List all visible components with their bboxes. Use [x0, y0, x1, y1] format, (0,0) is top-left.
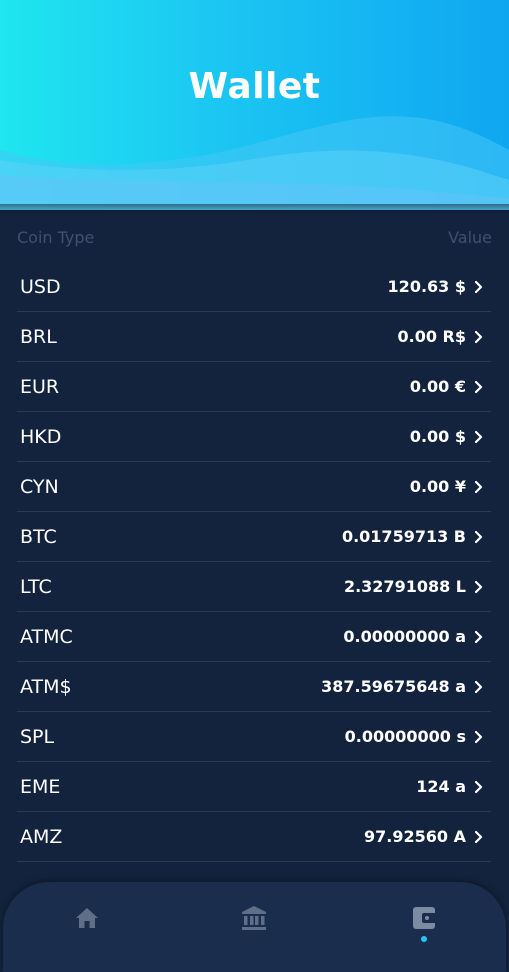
coin-value: 124 a	[416, 777, 466, 796]
coin-row-atmc[interactable]: ATMC 0.00000000 a	[17, 612, 491, 662]
column-header-coin-type: Coin Type	[17, 228, 95, 247]
coin-value: 2.32791088 L	[343, 577, 466, 596]
coin-code: ATM$	[20, 675, 72, 698]
chevron-right-icon	[474, 580, 483, 593]
coin-row-btc[interactable]: BTC 0.01759713 B	[17, 512, 491, 562]
coin-code: BTC	[20, 525, 57, 548]
page-title: Wallet	[188, 66, 321, 107]
coin-value: 0.00 R$	[397, 327, 467, 346]
coin-row-cyn[interactable]: CYN 0.00 ¥	[17, 462, 491, 512]
chevron-right-icon	[474, 480, 483, 493]
chevron-right-icon	[474, 380, 483, 393]
column-header-value: Value	[448, 228, 492, 247]
coin-value: 97.92560 A	[364, 827, 466, 846]
chevron-right-icon	[474, 780, 483, 793]
coin-value: 0.00 ¥	[409, 477, 466, 496]
coin-code: AMZ	[20, 825, 63, 848]
coin-code: CYN	[20, 475, 59, 498]
coin-row-atm-dollar[interactable]: ATM$ 387.59675648 a	[17, 662, 491, 712]
coin-value: 0.00000000 s	[344, 727, 466, 746]
chevron-right-icon	[474, 830, 483, 843]
coin-code: ATMC	[20, 625, 73, 648]
coin-row-hkd[interactable]: HKD 0.00 $	[17, 412, 491, 462]
coin-row-usd[interactable]: USD 120.63 $	[17, 262, 491, 312]
chevron-right-icon	[474, 430, 483, 443]
coin-code: EUR	[20, 375, 60, 398]
column-headers: Coin Type Value	[17, 228, 492, 252]
coin-code: LTC	[20, 575, 52, 598]
chevron-right-icon	[474, 330, 483, 343]
coin-value: 0.00000000 a	[343, 627, 466, 646]
coin-value: 387.59675648 a	[321, 677, 466, 696]
coin-row-eme[interactable]: EME 124 a	[17, 762, 491, 812]
chevron-right-icon	[474, 680, 483, 693]
bottom-navigation-bar	[3, 882, 506, 972]
coin-code: SPL	[20, 725, 55, 748]
home-icon	[76, 908, 98, 928]
chevron-right-icon	[474, 630, 483, 643]
header-wave-decoration	[0, 116, 509, 210]
chevron-right-icon	[474, 730, 483, 743]
wallet-header: Wallet	[0, 0, 509, 210]
bank-icon	[242, 906, 266, 930]
coin-list: USD 120.63 $ BRL 0.00 R$ EUR 0.00 € HKD …	[17, 262, 491, 862]
coin-row-brl[interactable]: BRL 0.00 R$	[17, 312, 491, 362]
coin-value: 0.00 €	[409, 377, 466, 396]
coin-code: USD	[20, 275, 61, 298]
chevron-right-icon	[474, 280, 483, 293]
coin-row-amz[interactable]: AMZ 97.92560 A	[17, 812, 491, 862]
coin-row-eur[interactable]: EUR 0.00 €	[17, 362, 491, 412]
wallet-icon	[413, 907, 436, 929]
coin-code: HKD	[20, 425, 62, 448]
coin-code: EME	[20, 775, 61, 798]
active-tab-indicator	[421, 936, 427, 942]
coin-value: 0.01759713 B	[341, 527, 466, 546]
nav-wallet-button[interactable]	[406, 900, 442, 936]
coin-row-spl[interactable]: SPL 0.00000000 s	[17, 712, 491, 762]
header-shadow	[0, 204, 509, 214]
nav-home-button[interactable]	[69, 900, 105, 936]
coin-code: BRL	[20, 325, 57, 348]
coin-value: 0.00 $	[409, 427, 466, 446]
nav-bank-button[interactable]	[236, 900, 272, 936]
coin-value: 120.63 $	[387, 277, 466, 296]
coin-row-ltc[interactable]: LTC 2.32791088 L	[17, 562, 491, 612]
chevron-right-icon	[474, 530, 483, 543]
